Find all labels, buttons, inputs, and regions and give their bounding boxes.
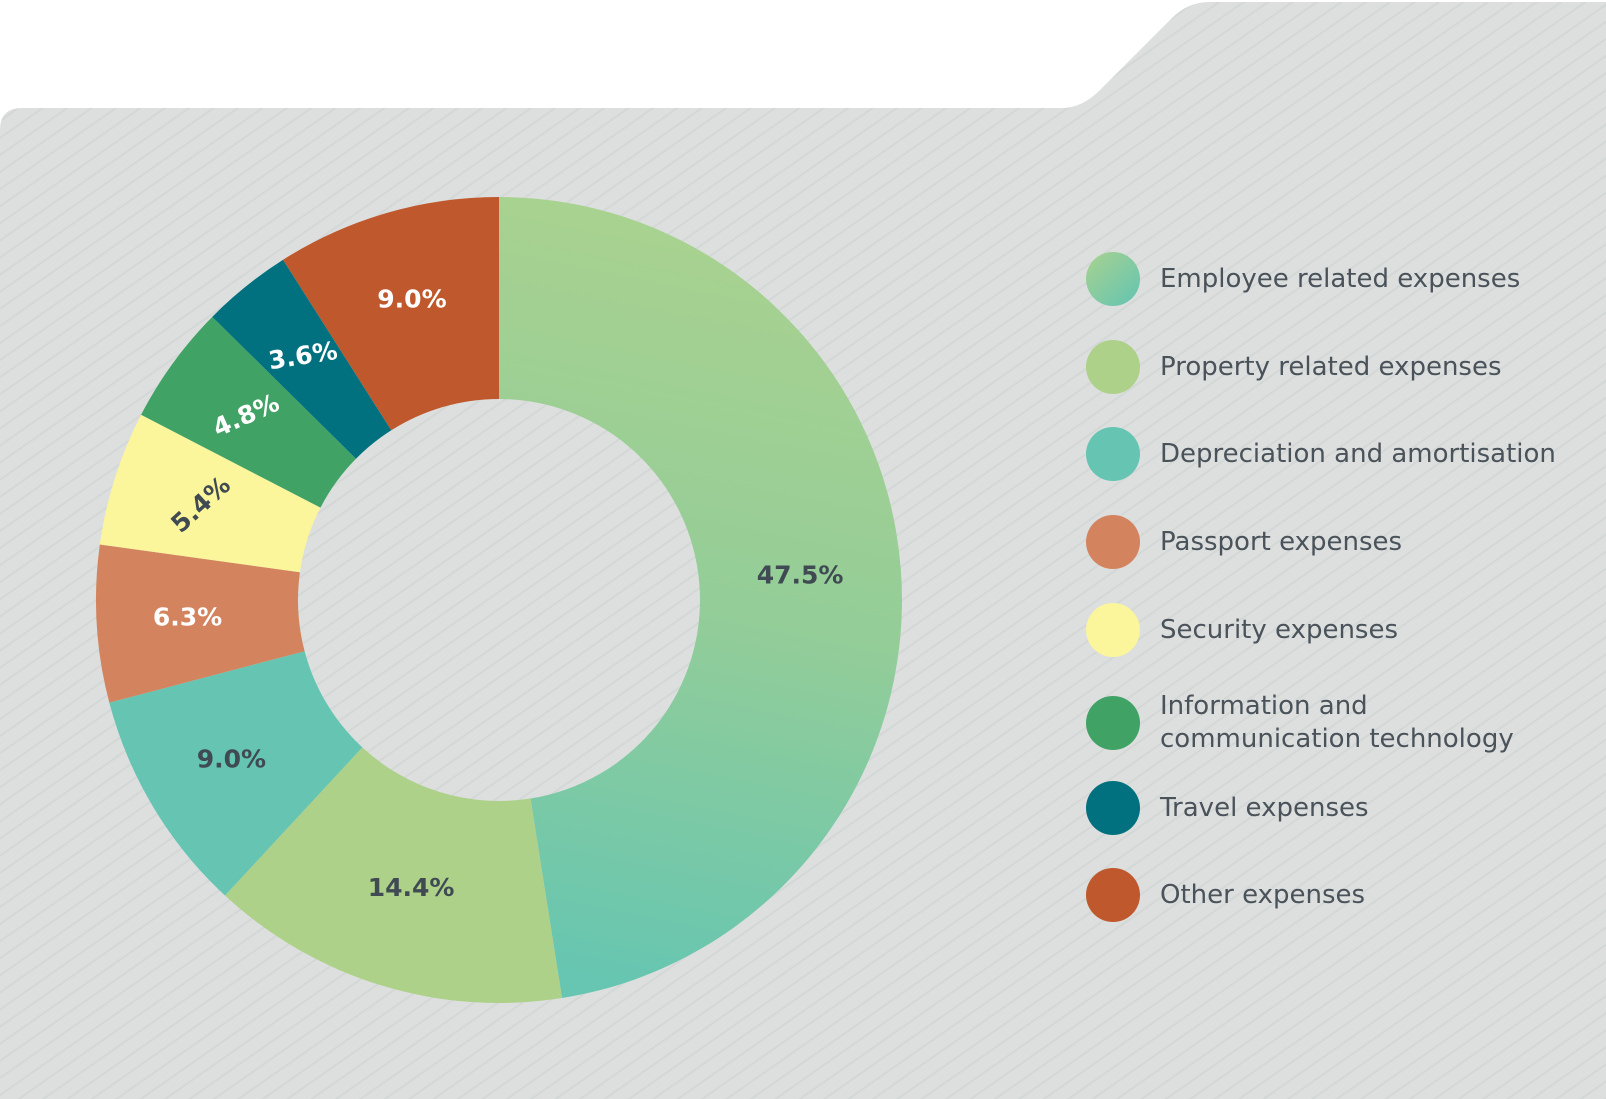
slice-passport-expenses	[95, 544, 305, 703]
legend-label: Passport expenses	[1160, 526, 1403, 557]
legend-item-property-related-expenses: Property related expenses	[1086, 340, 1502, 394]
legend-swatch	[1086, 603, 1140, 657]
donut-chart	[95, 197, 902, 1003]
legend-label: Security expenses	[1160, 614, 1399, 645]
data-label-depreciation-and-amortisation: 9.0%	[197, 745, 266, 774]
legend-item-employee-related-expenses: Employee related expenses	[1086, 252, 1520, 306]
data-label-passport-expenses: 6.3%	[153, 603, 222, 632]
legend-item-security-expenses: Security expenses	[1086, 603, 1398, 657]
legend-label: Depreciation and amortisation	[1160, 438, 1556, 469]
legend-swatch	[1086, 515, 1140, 569]
legend-label: Employee related expenses	[1160, 263, 1521, 294]
legend-swatch	[1086, 252, 1140, 306]
legend-swatch	[1086, 868, 1140, 922]
slice-property-related-expenses	[224, 747, 563, 1003]
data-label-other-expenses: 9.0%	[377, 284, 446, 313]
legend-label: Property related expenses	[1160, 351, 1502, 382]
slice-security-expenses	[99, 414, 321, 573]
legend-swatch	[1086, 427, 1140, 481]
legend-item-travel-expenses: Travel expenses	[1086, 781, 1369, 835]
legend-label: Travel expenses	[1160, 792, 1369, 823]
legend-item-information-and-communication-technology: Information and communication technology	[1086, 690, 1514, 756]
legend-item-other-expenses: Other expenses	[1086, 868, 1365, 922]
slice-employee-related-expenses	[499, 197, 902, 999]
legend-swatch	[1086, 781, 1140, 835]
slice-information-and-communication-technology	[141, 316, 356, 508]
slice-depreciation-and-amortisation	[109, 651, 363, 896]
legend-swatch	[1086, 696, 1140, 750]
legend-swatch	[1086, 340, 1140, 394]
legend-label: Information and communication technology	[1160, 691, 1514, 754]
legend-item-passport-expenses: Passport expenses	[1086, 515, 1402, 569]
data-label-employee-related-expenses: 47.5%	[757, 560, 844, 589]
legend-label: Other expenses	[1160, 879, 1366, 910]
data-label-property-related-expenses: 14.4%	[368, 873, 455, 902]
slice-travel-expenses	[212, 259, 392, 459]
slice-other-expenses	[283, 197, 499, 431]
legend-item-depreciation-and-amortisation: Depreciation and amortisation	[1086, 427, 1556, 481]
